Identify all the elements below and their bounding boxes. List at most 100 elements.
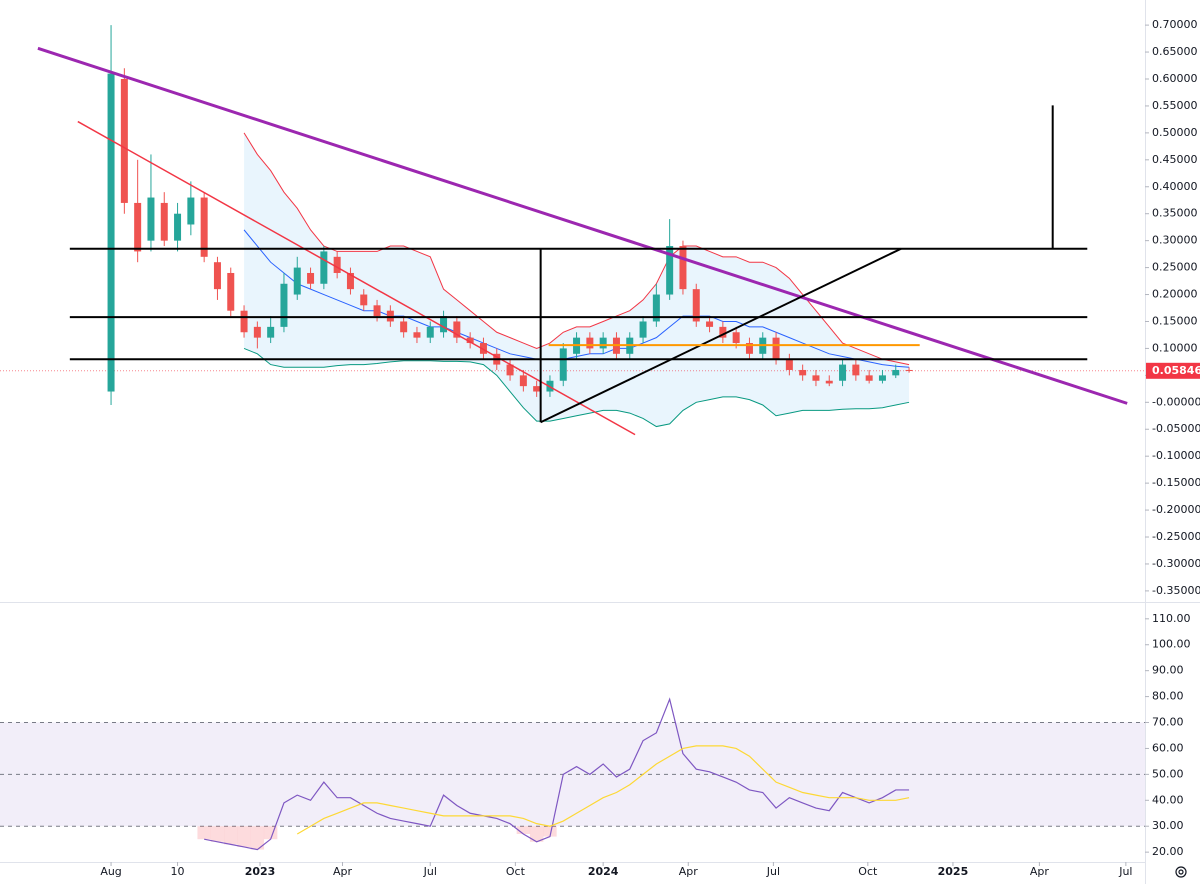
candle-body <box>559 348 567 381</box>
oversold-fill <box>263 826 278 840</box>
x-tick-label: Apr <box>333 865 353 878</box>
oversold-fill <box>210 826 225 842</box>
oversold-fill <box>224 826 238 845</box>
candle-body <box>466 337 474 344</box>
candle-body <box>373 305 381 317</box>
y-tick-label: 0.25000 <box>1152 261 1198 274</box>
y-tick-label: 0.60000 <box>1152 72 1198 85</box>
candle-body <box>426 326 434 338</box>
y-tick-label: -0.35000 <box>1152 584 1200 597</box>
candle-body <box>666 246 674 295</box>
x-tick-label: 2025 <box>938 865 969 878</box>
candle-body <box>120 78 128 203</box>
candle-body <box>386 310 394 322</box>
y-tick-label: 80.00 <box>1152 690 1184 703</box>
y-tick-label: 30.00 <box>1152 819 1184 832</box>
rsi-line <box>204 697 910 851</box>
y-tick-label: 0.35000 <box>1152 207 1198 220</box>
x-tick-label: Jul <box>1118 865 1132 878</box>
candle-body <box>200 197 208 257</box>
candle-body <box>519 375 527 387</box>
candle-body <box>679 246 687 290</box>
candle-body <box>307 272 315 284</box>
y-tick-label: 0.20000 <box>1152 288 1198 301</box>
y-tick-label: 40.00 <box>1152 793 1184 806</box>
oversold-fill <box>543 826 557 837</box>
band-fill <box>244 132 910 427</box>
y-tick-label: 0.15000 <box>1152 314 1198 327</box>
candle-body <box>174 213 182 241</box>
candle-body <box>692 289 700 322</box>
y-tick-label: 100.00 <box>1152 638 1191 651</box>
x-tick-label: 2024 <box>588 865 619 878</box>
trendline <box>77 120 636 436</box>
candle-body <box>400 321 408 333</box>
candle-body <box>479 343 487 354</box>
y-tick-label: 90.00 <box>1152 664 1184 677</box>
settings-icon[interactable] <box>1175 866 1187 878</box>
y-tick-label: 70.00 <box>1152 716 1184 729</box>
y-tick-label: 0.30000 <box>1152 234 1198 247</box>
y-tick-label: -0.25000 <box>1152 530 1200 543</box>
candle-body <box>107 73 115 392</box>
candle-body <box>440 316 448 333</box>
candle-body <box>865 375 873 381</box>
candle-body <box>652 294 660 322</box>
y-tick-label: 0.70000 <box>1152 18 1198 31</box>
candle-body <box>772 337 780 360</box>
y-tick-label: 0.50000 <box>1152 126 1198 139</box>
candle-body <box>839 364 847 381</box>
price-pane <box>0 25 1145 436</box>
y-tick-label: 0.45000 <box>1152 153 1198 166</box>
candle-body <box>799 369 807 376</box>
rsi-pane <box>0 697 1145 851</box>
y-tick-label: 0.65000 <box>1152 45 1198 58</box>
trendline <box>540 247 902 424</box>
last-price-box <box>1146 362 1200 379</box>
y-tick-label: 0.40000 <box>1152 180 1198 193</box>
y-tick-label: -0.15000 <box>1152 476 1200 489</box>
x-tick-label: 10 <box>171 865 185 878</box>
candle-body <box>253 326 261 338</box>
candle-body <box>732 332 740 344</box>
candle-body <box>333 256 341 273</box>
oversold-fill <box>250 826 265 850</box>
y-tick-label: 0.10000 <box>1152 341 1198 354</box>
candle-body <box>346 272 354 290</box>
candle-body <box>852 364 860 376</box>
candle-body <box>227 272 235 311</box>
candle-body <box>360 294 368 306</box>
candle-body <box>586 337 594 349</box>
trendline <box>37 46 1128 405</box>
candle-body <box>599 337 607 349</box>
y-tick-label: -0.05000 <box>1152 422 1200 435</box>
oversold-fill <box>197 826 211 840</box>
candle-body <box>213 262 221 290</box>
x-tick-label: Apr <box>1030 865 1050 878</box>
x-tick-label: Apr <box>679 865 699 878</box>
x-tick-label: Jul <box>423 865 437 878</box>
oversold-fill <box>529 826 544 842</box>
y-tick-label: 60.00 <box>1152 741 1184 754</box>
candle-body <box>267 326 275 338</box>
y-tick-label: -0.20000 <box>1152 503 1200 516</box>
candle-body <box>812 375 820 381</box>
y-tick-label: 0.55000 <box>1152 99 1198 112</box>
y-tick-label: 110.00 <box>1152 612 1191 625</box>
candle-body <box>240 310 248 333</box>
candle-body <box>280 283 288 327</box>
y-tick-label: 50.00 <box>1152 767 1184 780</box>
band-upper <box>243 132 910 366</box>
candle-body <box>147 197 155 241</box>
y-tick-label: -0.30000 <box>1152 557 1200 570</box>
rsi-line <box>296 745 910 835</box>
candle-body <box>453 321 461 338</box>
candle-body <box>706 321 714 327</box>
candle-body <box>160 202 168 241</box>
candle-body <box>320 251 328 284</box>
candle-body <box>533 386 541 392</box>
settings-ring <box>1175 866 1187 878</box>
candle-body <box>905 369 913 371</box>
